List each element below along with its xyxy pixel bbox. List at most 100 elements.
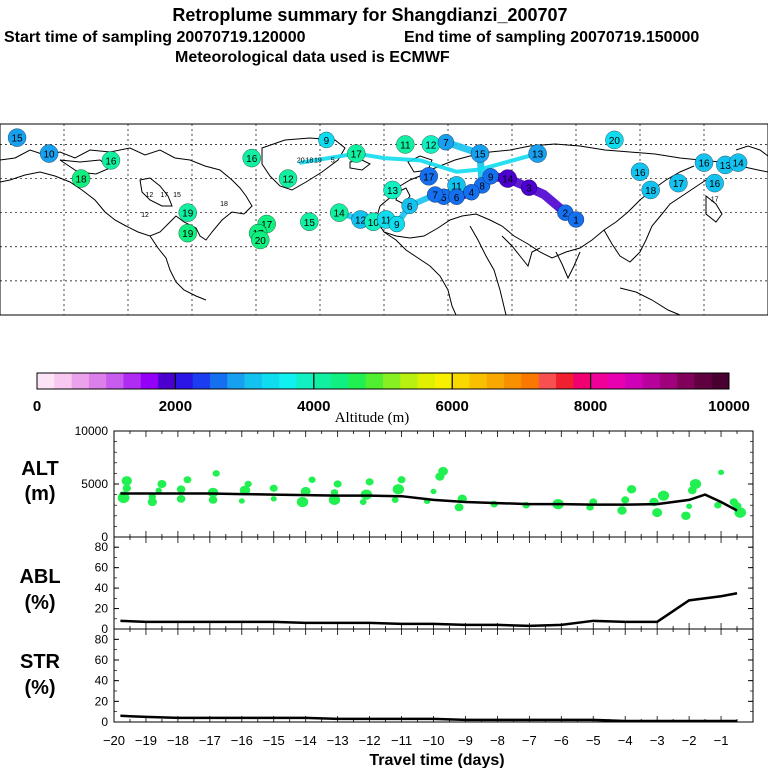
chart-panel-str: 0 20 40 60 80 [95,628,754,729]
colorbar-swatch [452,373,470,389]
altitude-point [148,493,156,500]
altitude-point [308,476,316,484]
plume-symbol-label: 16 [634,168,646,179]
altitude-point [430,488,437,495]
plume-cluster-label: 17 [711,196,719,203]
altitude-point [359,498,367,506]
plume-symbol: 16 [630,162,650,181]
plume-symbol: 16 [101,151,121,170]
y-tick-label: 80 [95,632,109,646]
met-data-label: Meteorological data used is ECMWF [175,49,450,66]
colorbar-swatch [210,373,228,389]
y-tick-label: 40 [95,581,109,595]
plume-symbol-label: 12 [355,216,367,227]
altitude-point [734,507,747,518]
plume-symbol-circle [300,212,319,231]
plume-cluster-label: 20 [297,158,305,165]
altitude-point [208,496,218,504]
plume-symbol-label: 14 [733,159,745,170]
plume-symbol-label: 11 [400,140,411,151]
y-tick-label: 60 [95,653,109,667]
plume-symbol-circle [178,203,197,222]
colorbar-swatch [556,373,574,389]
plume-symbol-circle [567,211,585,228]
altitude-point [239,485,251,496]
colorbar-swatch [192,373,211,389]
plume-symbol-label: 16 [698,159,710,170]
plume-symbol-circle [694,153,714,172]
x-tick-label: −20 [103,733,125,748]
plume-symbol-label: 17 [673,179,685,190]
panel-frame [113,628,754,723]
altitude-point [652,508,663,518]
colorbar-swatch [123,373,142,389]
plume-symbol-circle [251,230,270,250]
plume-symbol-circle [242,148,261,168]
colorbar-swatch [158,373,176,389]
altitude-point [714,501,722,509]
plume-symbol: 17 [347,144,366,163]
x-tick-label: −14 [295,733,317,748]
altitude-point [397,476,406,484]
altitude-point [176,494,186,503]
plume-symbol-circle [419,167,438,186]
plume-symbol: 12 [278,169,298,188]
x-tick-label: −8 [490,733,505,748]
x-tick-label: −4 [618,733,633,748]
altitude-point [365,478,374,486]
plume-symbol-circle [396,135,415,154]
plume-symbol-label: 16 [246,154,258,165]
plume-symbol-circle [669,173,688,193]
plume-symbol: 10 [39,144,59,163]
plume-symbol-circle [728,153,748,172]
panel-frame [113,430,754,538]
plume-cluster-label: 15 [173,192,181,199]
plume-symbol-label: 15 [12,134,24,145]
plume-symbol: 17 [669,173,688,193]
colorbar-swatch [296,373,315,389]
alt-panel-label: ALT [21,458,58,480]
colorbar-swatch [573,373,591,389]
x-tick-label: −19 [135,733,157,748]
plume-symbol-label: 18 [645,186,657,197]
alt-panel-unit: (m) [24,483,55,505]
plume-symbol-circle [705,173,724,193]
plume-symbol-label: 3 [526,184,532,195]
altitude-colorbar: 0 2000 4000 6000 8000 10000 [33,372,750,415]
plume-symbol-label: 17 [423,172,435,183]
x-tick-label: −2 [682,733,697,748]
plume-symbol-circle [383,180,402,200]
altitude-point [617,506,627,515]
plume-symbol: 13 [528,144,547,163]
colorbar-swatch [37,373,55,389]
plume-symbol: 9 [318,131,335,149]
plume-symbol: 15 [7,128,27,147]
altitude-point [328,494,341,506]
altitude-point [269,484,278,492]
altitude-point [155,487,162,494]
plume-symbol-label: 11 [451,181,462,192]
plume-symbol-circle [401,197,418,215]
y-tick-label: 0 [101,715,108,729]
altitude-point [147,497,157,507]
y-tick-label: 10000 [75,424,109,438]
fraction-line [120,591,738,628]
altitude-point [238,498,245,504]
str-panel-unit: (%) [24,677,55,699]
plume-symbol-label: 6 [407,202,413,213]
plume-symbol-circle [330,203,349,222]
altitude-point [621,496,630,504]
plume-symbol-label: 2 [563,209,569,220]
plume-symbol-label: 10 [368,218,380,229]
plume-symbol-circle [7,128,27,147]
colorbar-swatch [348,373,366,389]
plume-symbol: 4 [463,184,480,201]
plume-symbol-label: 14 [334,209,346,220]
plume-symbol-circle [520,179,538,196]
colorbar-tick-label: 8000 [574,398,607,415]
colorbar-swatch [642,373,661,389]
end-time-label: End time of sampling 20070719.150000 [404,29,699,46]
plume-symbol-circle [39,144,59,163]
colorbar-tick-label: 0 [33,398,41,415]
plume-symbol-label: 13 [387,186,399,197]
